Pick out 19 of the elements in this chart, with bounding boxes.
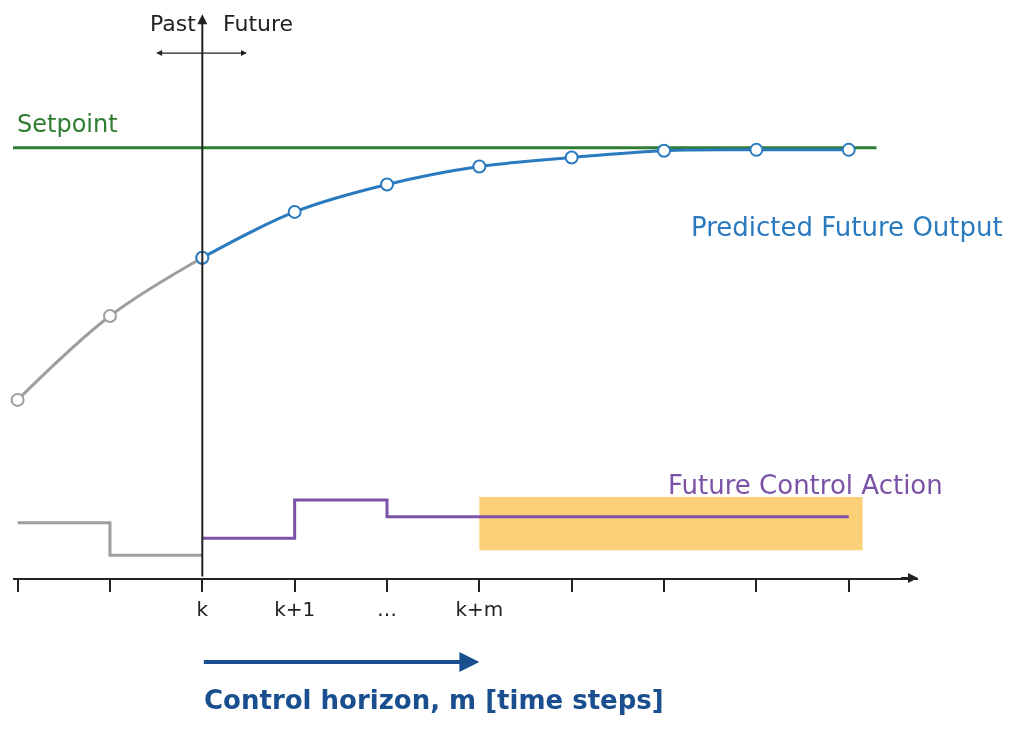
x-tick-label: k+1 [274,597,316,621]
point [380,177,395,192]
x-tick-label: k [196,597,209,621]
x-tick-label: … [377,597,398,621]
series-label: Future Control Action [668,470,943,500]
point [102,308,117,323]
text: Control horizon, m [time steps] [204,685,664,715]
x-tick-label: k+m [455,597,504,621]
text: Future [223,11,294,36]
point [10,392,25,407]
point [749,142,764,157]
text: Past [150,11,197,36]
point [564,150,579,165]
point [841,142,856,157]
point [657,143,672,158]
point [287,204,302,219]
text: Predicted Future Output [691,212,1003,242]
point [472,159,487,174]
ref-line-label: Setpoint [17,110,118,138]
